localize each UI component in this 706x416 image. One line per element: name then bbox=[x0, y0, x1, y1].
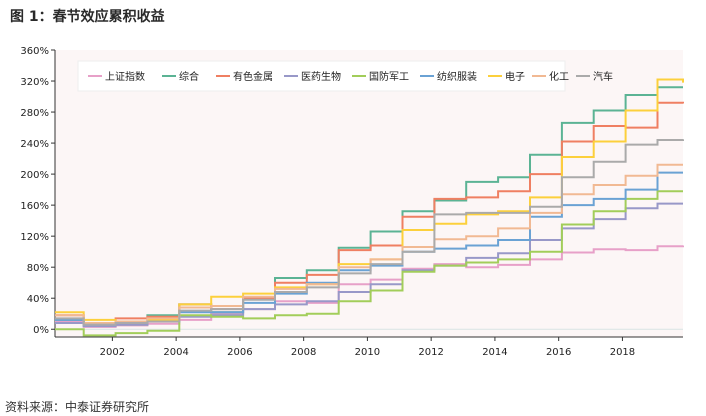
y-tick-label: 200% bbox=[20, 170, 49, 181]
y-tick-label: 0% bbox=[33, 325, 49, 336]
y-tick-label: 160% bbox=[20, 201, 49, 212]
series-line bbox=[55, 86, 683, 327]
legend-label: 电子 bbox=[505, 70, 525, 83]
x-tick-label: 2004 bbox=[163, 347, 188, 358]
legend-box bbox=[77, 60, 566, 92]
y-tick-label: 80% bbox=[27, 263, 49, 274]
series-line bbox=[55, 190, 683, 337]
legend-label: 国防军工 bbox=[369, 70, 409, 83]
x-tick-label: 2008 bbox=[291, 347, 316, 358]
x-tick-label: 2010 bbox=[355, 347, 380, 358]
y-tick-label: 360% bbox=[20, 46, 49, 57]
series-line bbox=[55, 101, 684, 324]
legend-label: 汽车 bbox=[593, 70, 613, 83]
figure-title: 图 1：春节效应累积收益 bbox=[10, 9, 165, 25]
source-note: 资料来源：中泰证券研究所 bbox=[5, 400, 150, 414]
y-tick-label: 280% bbox=[20, 108, 49, 119]
legend-label: 有色金属 bbox=[233, 70, 273, 83]
x-tick-label: 2014 bbox=[482, 347, 507, 358]
y-tick-label: 240% bbox=[20, 139, 49, 150]
y-tick-label: 120% bbox=[20, 232, 49, 243]
legend-label: 化工 bbox=[549, 70, 569, 83]
legend-label: 上证指数 bbox=[105, 70, 145, 83]
legend-label: 综合 bbox=[179, 70, 199, 83]
x-tick-label: 2006 bbox=[227, 347, 252, 358]
legend-label: 医药生物 bbox=[301, 70, 341, 83]
x-tick-label: 2012 bbox=[418, 347, 443, 358]
x-tick-label: 2018 bbox=[610, 347, 635, 358]
series-line bbox=[55, 139, 684, 326]
y-tick-label: 40% bbox=[27, 294, 49, 305]
x-tick-label: 2002 bbox=[100, 347, 125, 358]
legend-label: 纺织服装 bbox=[437, 70, 477, 83]
x-tick-label: 2016 bbox=[546, 347, 571, 358]
y-tick-label: 320% bbox=[20, 77, 49, 88]
series-line bbox=[55, 245, 684, 328]
